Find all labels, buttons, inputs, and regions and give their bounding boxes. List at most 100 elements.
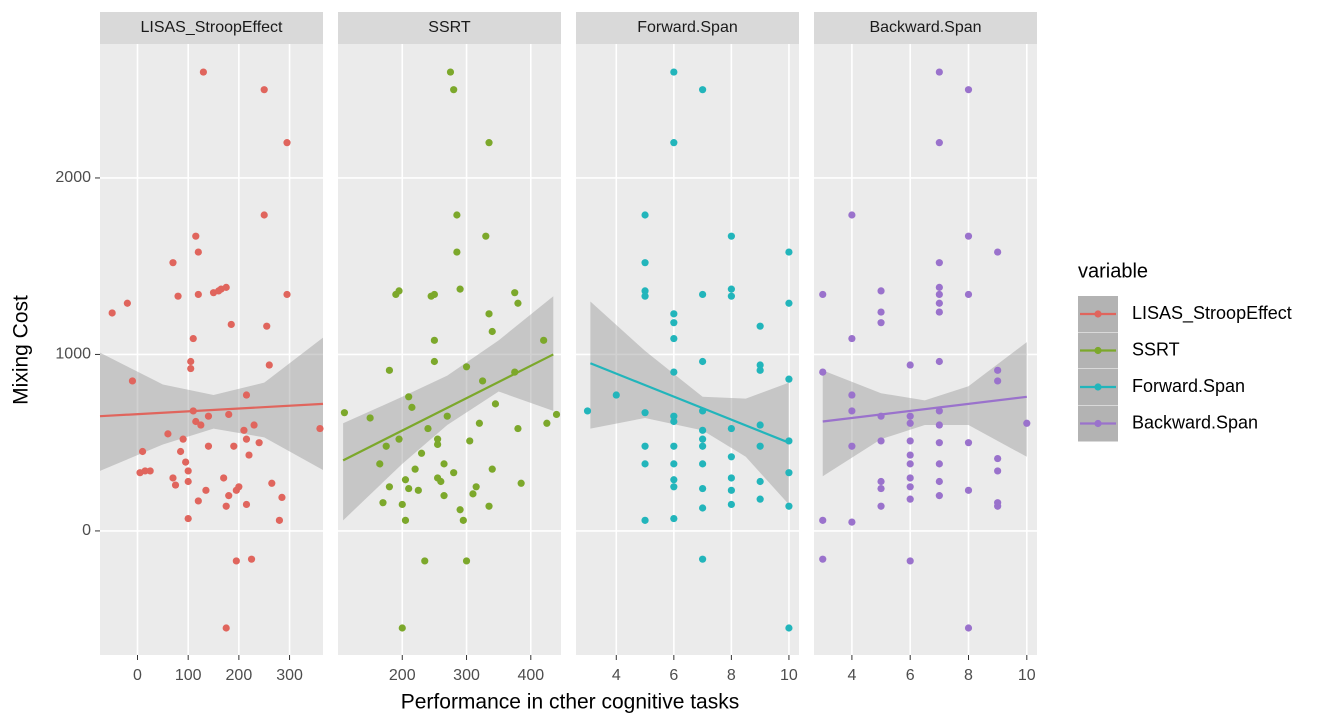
point	[430, 357, 438, 366]
point	[405, 393, 413, 401]
point	[906, 437, 914, 445]
point	[123, 299, 131, 307]
point	[517, 479, 525, 487]
point	[994, 467, 1002, 475]
point	[192, 417, 200, 426]
point	[478, 377, 487, 385]
point	[699, 435, 707, 443]
legend-title: variable	[1078, 260, 1148, 282]
point	[848, 518, 856, 526]
point	[194, 248, 202, 256]
point	[785, 502, 793, 510]
y-tick-label: 0	[82, 522, 91, 539]
point	[230, 442, 238, 450]
point	[514, 424, 522, 433]
point	[848, 211, 856, 219]
point	[699, 484, 707, 493]
strip	[814, 12, 1037, 44]
point	[456, 285, 464, 293]
point	[225, 410, 233, 419]
point	[935, 357, 943, 366]
point	[670, 460, 678, 468]
point	[382, 442, 390, 450]
point	[245, 451, 253, 459]
point	[670, 476, 678, 484]
point	[240, 426, 248, 434]
point	[699, 442, 707, 450]
point	[964, 232, 973, 240]
point	[316, 424, 324, 433]
point	[756, 361, 764, 369]
point	[670, 483, 678, 491]
x-tick-label: 200	[226, 667, 253, 684]
point	[260, 86, 268, 94]
strip	[576, 12, 799, 44]
fit-line	[342, 353, 554, 462]
point	[583, 407, 592, 415]
point	[379, 499, 387, 507]
point	[466, 437, 474, 445]
point	[184, 477, 192, 486]
point	[727, 486, 735, 494]
point	[935, 477, 943, 486]
point	[641, 287, 649, 295]
point	[756, 421, 764, 429]
fit-line	[822, 395, 1027, 423]
point	[437, 477, 445, 486]
point	[935, 407, 943, 415]
point	[453, 248, 461, 256]
point	[756, 495, 764, 503]
point	[260, 211, 268, 219]
point	[756, 322, 764, 330]
point	[612, 391, 620, 399]
legend-label: SSRT	[1132, 339, 1180, 359]
legend-point	[1094, 346, 1102, 355]
point	[366, 414, 374, 422]
point	[848, 442, 856, 450]
legend-point	[1094, 419, 1102, 428]
point	[543, 419, 551, 427]
point	[964, 439, 973, 447]
strip	[338, 12, 561, 44]
point	[255, 439, 263, 447]
point	[670, 442, 678, 450]
point	[197, 421, 205, 429]
point	[242, 435, 251, 443]
point	[1023, 419, 1031, 427]
point	[699, 555, 707, 563]
point	[964, 624, 973, 632]
point	[906, 557, 914, 565]
point	[187, 364, 195, 373]
point	[670, 412, 678, 420]
point	[670, 417, 678, 426]
point	[670, 68, 678, 76]
point	[421, 557, 429, 565]
point	[187, 357, 195, 366]
x-tick-label: 400	[517, 667, 544, 684]
point	[906, 451, 914, 459]
point	[176, 447, 185, 456]
point	[819, 555, 827, 563]
point	[819, 290, 827, 299]
point	[670, 334, 678, 343]
legend-label: Backward.Span	[1132, 412, 1258, 432]
point	[401, 476, 410, 484]
strip	[100, 12, 323, 44]
point	[220, 474, 228, 482]
point	[906, 483, 914, 491]
point	[194, 497, 202, 505]
point	[935, 421, 943, 429]
x-tick-label: 200	[389, 667, 416, 684]
point	[877, 477, 885, 486]
point	[146, 467, 154, 475]
legend-point	[1094, 383, 1102, 391]
point	[232, 557, 240, 565]
point	[456, 506, 464, 514]
point	[935, 439, 943, 447]
point	[462, 557, 471, 565]
point	[641, 259, 649, 267]
point	[935, 139, 943, 147]
strip-label: SSRT	[428, 19, 471, 36]
point	[401, 516, 410, 524]
panel-background	[814, 44, 1037, 655]
